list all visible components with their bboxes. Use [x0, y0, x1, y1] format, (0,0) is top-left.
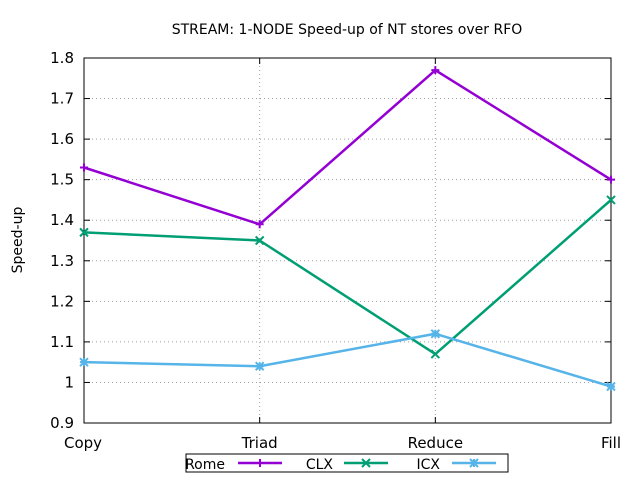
data-point-rome	[255, 220, 264, 229]
data-point-rome	[431, 66, 440, 75]
legend-label-rome: Rome	[185, 457, 225, 473]
y-tick-label: 1.8	[50, 49, 74, 67]
grid	[84, 58, 611, 423]
axis-ticks: 0.9 1 1.1 1.2 1.3 1.4 1.5 1.6 1.7 1.8 Copy Triad Red…	[50, 49, 621, 452]
data-point-rome	[80, 163, 88, 172]
series-clx	[79, 195, 616, 359]
x-tick-label: Reduce	[408, 434, 463, 452]
y-tick-label: 1	[64, 373, 74, 391]
data-point-icx	[430, 329, 441, 339]
y-tick-label: 1.3	[50, 252, 74, 270]
y-tick-label: 1.7	[50, 90, 74, 108]
x-tick-label: Fill	[601, 434, 621, 452]
series-rome	[80, 66, 615, 229]
y-tick-label: 1.6	[50, 130, 74, 148]
legend-marker-rome	[256, 459, 264, 467]
y-tick-label: 1.1	[50, 333, 74, 351]
data-point-clx	[430, 349, 441, 359]
legend-marker-icx	[469, 458, 479, 468]
plot-area-border	[83, 57, 612, 424]
series-line-icx	[83, 332, 612, 388]
legend-marker-clx	[361, 458, 371, 468]
x-tick-label: Copy	[64, 434, 102, 452]
legend-label-icx: ICX	[417, 457, 441, 473]
data-point-clx	[79, 227, 89, 238]
data-point-clx	[606, 195, 616, 205]
y-tick-label: 1.5	[50, 171, 74, 189]
y-axis-label: Speed-up	[10, 207, 26, 274]
data-point-clx	[254, 235, 265, 246]
legend-label-clx: CLX	[306, 457, 334, 473]
data-point-icx	[79, 357, 89, 367]
data-point-icx	[606, 381, 616, 392]
series-icx	[79, 329, 616, 392]
series-line-rome	[83, 68, 612, 226]
y-tick-label: 0.9	[50, 414, 74, 432]
series-lines	[79, 66, 616, 392]
y-tick-label: 1.4	[50, 211, 74, 229]
data-point-icx	[254, 361, 265, 371]
y-tick-label: 1.2	[50, 292, 74, 310]
data-point-rome	[607, 175, 615, 184]
x-tick-label: Triad	[241, 434, 278, 452]
series-line-clx	[83, 199, 612, 356]
legend: Rome CLX ICX	[185, 453, 509, 473]
legend-box	[185, 453, 509, 473]
chart-title: STREAM: 1-NODE Speed-up of NT stores ove…	[172, 22, 523, 38]
